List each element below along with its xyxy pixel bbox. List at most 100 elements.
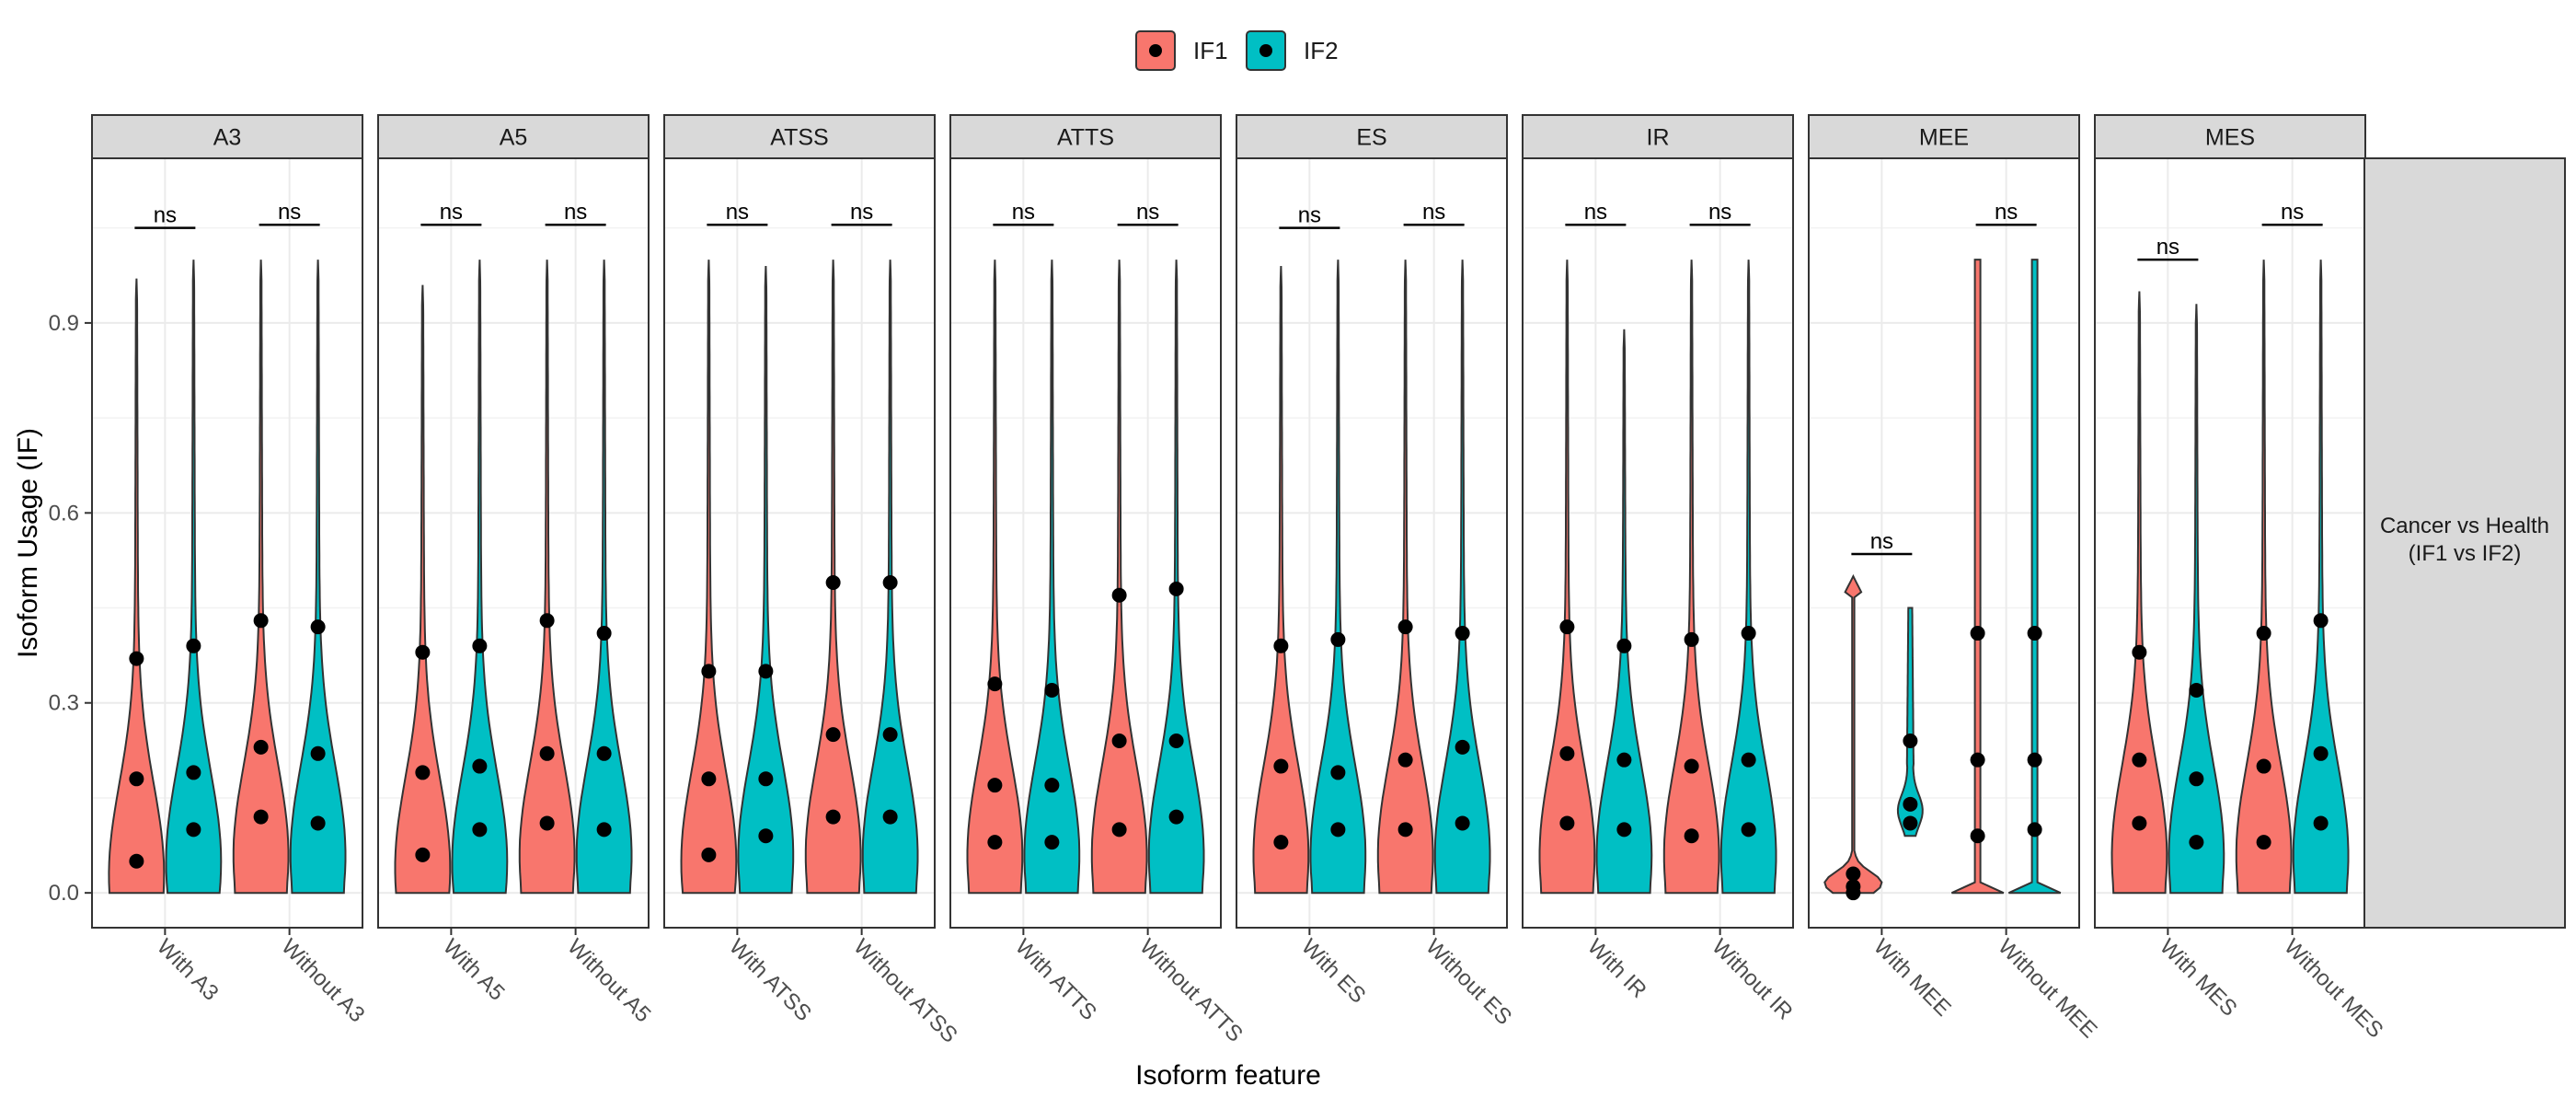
x-tick-label: Without IR	[1707, 934, 1797, 1024]
legend-dot	[1149, 44, 1162, 57]
quantile-point	[415, 644, 431, 660]
quantile-point	[2256, 835, 2271, 850]
violin-if2	[1719, 260, 1777, 895]
violin-if2	[1309, 260, 1367, 895]
facet-panel-atss: With ATSS Without ATSS ns ns ATSS	[663, 114, 962, 1048]
violin-if1	[108, 278, 166, 895]
significance-label: ns	[1298, 203, 1321, 228]
facet-strip-label: A3	[213, 125, 242, 151]
quantile-point	[1044, 835, 1060, 850]
facet-strip	[91, 114, 363, 159]
quantile-point	[1168, 581, 1184, 596]
violin-if2	[1896, 606, 1924, 838]
x-tick-label: With ATSS	[724, 934, 816, 1026]
quantile-point	[2027, 822, 2042, 838]
quantile-point	[539, 815, 555, 831]
facet-strip	[1522, 114, 1794, 159]
significance-label: ns	[2156, 235, 2179, 260]
quantile-point	[596, 822, 612, 838]
x-tick-label: With IR	[1582, 934, 1651, 1003]
facet-strip-label: ES	[1356, 125, 1386, 151]
violin-if2	[2168, 304, 2225, 895]
quantile-point	[2256, 758, 2271, 774]
quantile-point	[825, 727, 841, 743]
quantile-point	[1273, 835, 1289, 850]
violin-if1	[1538, 260, 1596, 895]
quantile-point	[1616, 638, 1632, 653]
x-tick-label: Without MES	[2279, 934, 2387, 1043]
significance-label: ns	[1422, 200, 1445, 225]
violin-if2	[165, 260, 223, 895]
facet-strip	[1808, 114, 2080, 159]
quantile-point	[1684, 631, 1699, 647]
significance-label: ns	[564, 200, 587, 225]
quantile-point	[1559, 815, 1575, 831]
facet-strip	[377, 114, 650, 159]
violin-if1	[1950, 259, 2005, 895]
quantile-point	[1111, 587, 1127, 603]
facet-panel-atts: With ATTS Without ATTS ns ns ATTS	[949, 114, 1248, 1047]
quantile-point	[1970, 828, 1985, 844]
x-tick-label: With MEE	[1869, 934, 1956, 1022]
y-tick-label: 0.9	[49, 311, 79, 336]
quantile-point	[186, 765, 201, 780]
quantile-point	[2027, 626, 2042, 641]
quantile-point	[2313, 745, 2329, 761]
quantile-point	[1455, 626, 1470, 641]
x-tick-label: With ES	[1296, 934, 1370, 1008]
quantile-point	[1273, 638, 1289, 653]
row-strip	[2363, 157, 2566, 929]
quantile-point	[1903, 796, 1918, 812]
quantile-point	[1970, 626, 1985, 641]
violin-if2	[2292, 260, 2350, 895]
facet-strip-label: ATTS	[1057, 125, 1114, 151]
quantile-point	[1616, 822, 1632, 838]
quantile-point	[310, 619, 326, 635]
violin-if1	[1090, 260, 1148, 895]
quantile-point	[2189, 771, 2204, 787]
x-tick-label: Without A5	[562, 934, 655, 1027]
violin-if1	[2235, 260, 2293, 895]
quantile-point	[1397, 752, 1413, 768]
quantile-point	[987, 778, 1003, 793]
quantile-point	[1846, 866, 1861, 882]
quantile-point	[129, 853, 144, 869]
significance-label: ns	[1584, 200, 1607, 225]
quantile-point	[1111, 822, 1127, 838]
facet-strip	[663, 114, 936, 159]
quantile-point	[2132, 752, 2147, 768]
violin-if2	[1433, 260, 1491, 895]
violin-if2	[451, 260, 509, 895]
quantile-point	[596, 745, 612, 761]
quantile-point	[310, 745, 326, 761]
quantile-point	[2027, 752, 2042, 768]
facet-panel-mee: With MEE Without MEE ns ns MEE	[1808, 114, 2101, 1043]
quantile-point	[253, 809, 269, 825]
quantile-point	[1559, 619, 1575, 635]
quantile-point	[1330, 765, 1346, 780]
quantile-point	[825, 809, 841, 825]
violin-if2	[737, 265, 795, 895]
significance-label: ns	[1870, 529, 1893, 554]
significance-label: ns	[440, 200, 463, 225]
significance-label: ns	[154, 203, 177, 228]
facet-strip-label: MES	[2205, 125, 2255, 151]
significance-label: ns	[278, 200, 301, 225]
quantile-point	[701, 771, 717, 787]
quantile-point	[1455, 815, 1470, 831]
quantile-point	[2189, 682, 2204, 698]
significance-label: ns	[1708, 200, 1731, 225]
facet-strip	[2094, 114, 2366, 159]
quantile-point	[2189, 835, 2204, 850]
facet-strip-label: ATSS	[770, 125, 828, 151]
quantile-point	[1559, 745, 1575, 761]
x-tick-label: With A3	[152, 934, 224, 1006]
quantile-point	[1044, 778, 1060, 793]
facet-panel-mes: With MES Without MES ns ns MES	[2094, 114, 2387, 1043]
x-tick-label: With A5	[438, 934, 510, 1006]
quantile-point	[310, 815, 326, 831]
facet-panel-a3: With A3 Without A3 ns ns A3	[91, 114, 370, 1027]
quantile-point	[1616, 752, 1632, 768]
violin-if2	[1595, 329, 1653, 895]
quantile-point	[2132, 815, 2147, 831]
